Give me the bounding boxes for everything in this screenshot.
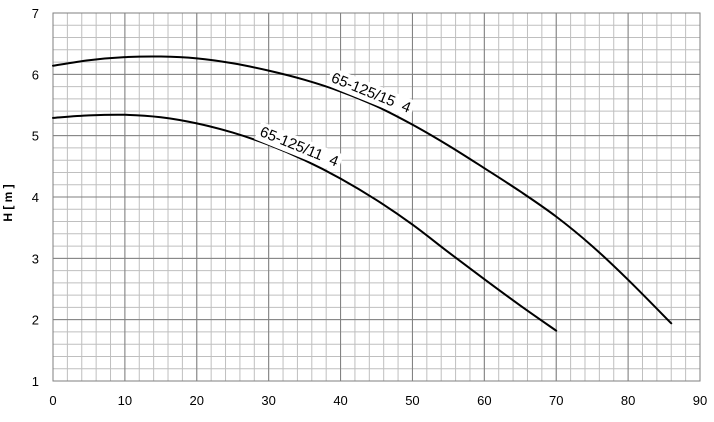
x-tick-label: 0 [49, 393, 56, 408]
x-tick-label: 80 [621, 393, 635, 408]
x-tick-label: 10 [118, 393, 132, 408]
series-line-1 [52, 55, 673, 325]
series-label-background [254, 121, 344, 173]
y-tick-label: 4 [32, 190, 39, 205]
y-tick-label: 1 [32, 374, 39, 389]
x-tick-label: 20 [190, 393, 204, 408]
plot-area-frame [52, 12, 701, 382]
x-tick-label: 50 [405, 393, 419, 408]
x-axis-ticks: 0 10 20 30 40 50 60 70 80 90 [49, 393, 707, 408]
y-tick-label: 7 [32, 6, 39, 21]
y-tick-label: 5 [32, 129, 39, 144]
series-line-2 [52, 113, 558, 332]
x-tick-label: 70 [549, 393, 563, 408]
y-tick-label: 3 [32, 251, 39, 266]
series-lines [52, 55, 673, 332]
x-tick-label: 40 [333, 393, 347, 408]
y-axis-ticks: 1 2 3 4 5 6 7 [32, 6, 39, 389]
x-tick-label: 90 [693, 393, 707, 408]
y-axis-title: H [ m ] [1, 184, 15, 221]
x-tick-label: 60 [477, 393, 491, 408]
y-tick-label: 2 [32, 313, 39, 328]
x-tick-label: 30 [261, 393, 275, 408]
series-label-background [325, 67, 417, 119]
y-tick-label: 6 [32, 67, 39, 82]
